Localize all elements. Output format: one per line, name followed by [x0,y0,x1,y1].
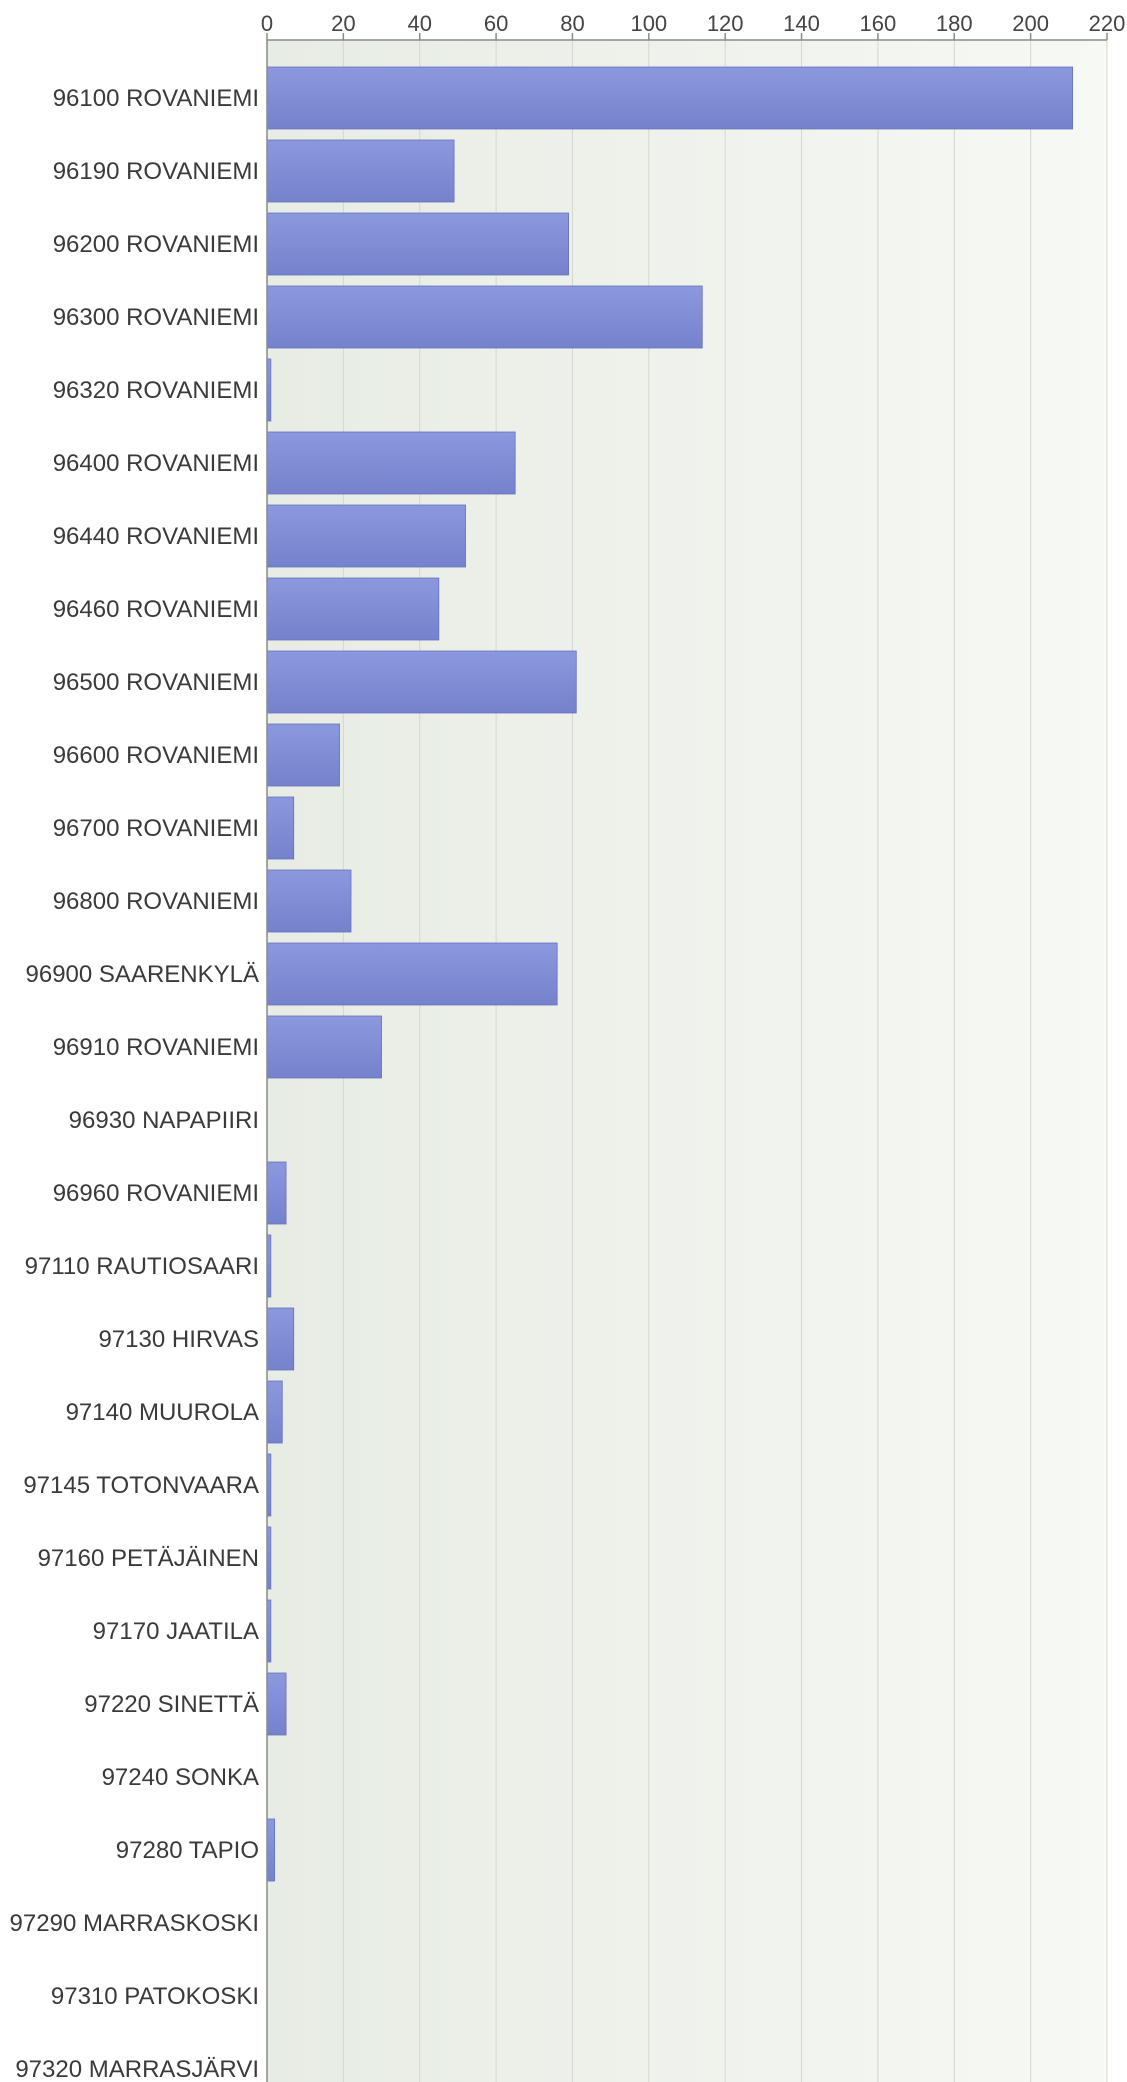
bar [266,1161,287,1225]
bar [266,504,466,568]
bar [266,577,440,641]
category-label: 96800 ROVANIEMI [53,888,259,915]
bar [266,942,558,1006]
category-label: 97110 RAUTIOSAARI [25,1253,259,1280]
x-tick-label: 60 [484,11,508,36]
bar [266,1307,295,1371]
category-label: 97140 MUUROLA [66,1399,259,1426]
category-label: 97145 TOTONVAARA [23,1472,259,1499]
category-label: 96100 ROVANIEMI [53,85,259,112]
category-label: 97320 MARRASJÄRVI [15,2056,259,2082]
bar [266,796,295,860]
category-labels: 96100 ROVANIEMI 96190 ROVANIEMI 96200 ROVA… [10,85,259,2082]
category-label: 96900 SAARENKYLÄ [26,961,259,988]
x-tick-label: 100 [630,11,667,36]
bar [266,650,577,714]
bar [266,139,455,203]
category-label: 96460 ROVANIEMI [53,596,259,623]
bar [266,723,340,787]
x-tick-label: 120 [707,11,744,36]
bar [266,1672,287,1736]
category-label: 97170 JAATILA [93,1618,259,1645]
bar [266,285,703,349]
bar [266,1818,276,1882]
category-label: 96600 ROVANIEMI [53,742,259,769]
category-label: 96190 ROVANIEMI [53,158,259,185]
category-label: 97280 TAPIO [116,1837,259,1864]
category-label: 97220 SINETTÄ [84,1691,259,1718]
category-label: 96500 ROVANIEMI [53,669,259,696]
x-tick-label: 200 [1012,11,1049,36]
x-tick-label: 140 [783,11,820,36]
bar [266,1380,283,1444]
x-tick-label: 220 [1089,11,1126,36]
x-axis-ticks: 0 20 40 60 80 100 120 140 160 180 200 220 [261,11,1125,40]
category-label: 96400 ROVANIEMI [53,450,259,477]
plot-background [267,40,1107,2082]
x-tick-label: 20 [331,11,355,36]
x-tick-label: 0 [261,11,273,36]
bar [266,1015,382,1079]
category-label: 97130 HIRVAS [98,1326,259,1353]
bar [266,869,352,933]
category-label: 96910 ROVANIEMI [53,1034,259,1061]
category-label: 96930 NAPAPIIRI [69,1107,259,1134]
x-tick-label: 180 [936,11,973,36]
x-tick-label: 160 [860,11,897,36]
bar [266,431,516,495]
x-tick-label: 40 [407,11,431,36]
category-label: 96960 ROVANIEMI [53,1180,259,1207]
axes [266,39,1107,2082]
bar [266,66,1074,130]
bar [266,212,570,276]
category-label: 96320 ROVANIEMI [53,377,259,404]
category-label: 97310 PATOKOSKI [51,1983,259,2010]
category-label: 97240 SONKA [102,1764,259,1791]
grid-lines [342,40,1108,2082]
x-tick-label: 80 [560,11,584,36]
category-label: 96300 ROVANIEMI [53,304,259,331]
category-label: 96700 ROVANIEMI [53,815,259,842]
category-label: 97160 PETÄJÄINEN [38,1545,259,1572]
category-label: 96440 ROVANIEMI [53,523,259,550]
category-label: 96200 ROVANIEMI [53,231,259,258]
bars [266,66,1074,1882]
category-label: 97290 MARRASKOSKI [10,1910,259,1937]
